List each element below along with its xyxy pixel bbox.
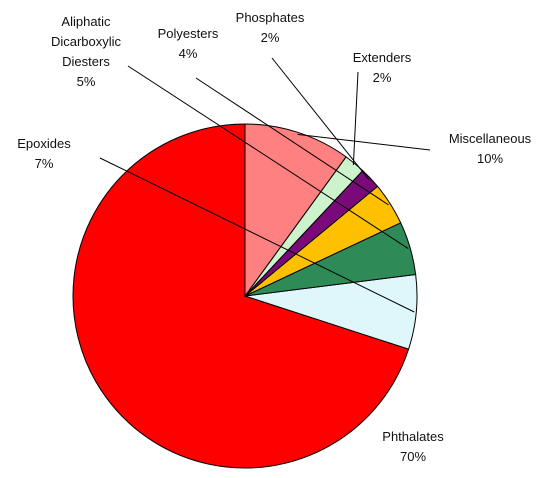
- slice-label-aliphatic-dicarboxylic-diesters: Aliphatic Dicarboxylic Diesters 5%: [51, 14, 122, 89]
- slice-name-label: Epoxides: [17, 136, 71, 151]
- slice-value-label: 4%: [179, 46, 198, 61]
- slice-name-label: Diesters: [62, 54, 110, 69]
- slice-name-label: Phthalates: [382, 429, 444, 444]
- slice-label-epoxides: Epoxides 7%: [17, 136, 71, 171]
- slice-name-label: Miscellaneous: [449, 131, 532, 146]
- leader-line-phosphates: [271, 57, 370, 180]
- slice-name-label: Aliphatic: [61, 14, 111, 29]
- slice-label-phosphates: Phosphates 2%: [236, 10, 305, 45]
- slice-name-label: Extenders: [353, 50, 412, 65]
- pie-slices: [72, 123, 418, 469]
- slice-value-label: 7%: [35, 156, 54, 171]
- slice-value-label: 2%: [261, 30, 280, 45]
- slice-value-label: 10%: [477, 151, 503, 166]
- leader-line-polyesters: [195, 77, 389, 206]
- slice-value-label: 2%: [373, 70, 392, 85]
- slice-label-phthalates: Phthalates 70%: [382, 429, 444, 464]
- slice-value-label: 5%: [77, 74, 96, 89]
- slice-value-label: 70%: [400, 449, 426, 464]
- leader-line-miscellaneous: [297, 133, 431, 151]
- leader-line-aliphatic-dicarboxylic-diesters: [127, 65, 409, 249]
- slice-name-label: Dicarboxylic: [51, 34, 122, 49]
- slice-name-label: Phosphates: [236, 10, 305, 25]
- slice-label-extenders: Extenders 2%: [353, 50, 412, 85]
- pie-slice-phthalates: [72, 123, 410, 469]
- pie-slice-miscellaneous: [244, 123, 347, 298]
- slice-label-miscellaneous: Miscellaneous 10%: [449, 131, 532, 166]
- leader-line-epoxides: [99, 157, 415, 313]
- leader-lines: [99, 57, 431, 313]
- slice-labels: Phthalates 70% Epoxides 7% Aliphatic Dicarbox…: [17, 10, 531, 464]
- slice-label-polyesters: Polyesters 4%: [158, 26, 219, 61]
- slice-name-label: Polyesters: [158, 26, 219, 41]
- leader-line-extenders: [352, 71, 359, 166]
